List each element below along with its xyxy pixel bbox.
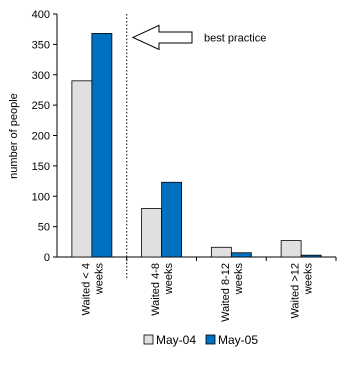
y-tick-label: 200 (32, 131, 50, 143)
bar-may-04-2 (210, 246, 232, 258)
category-label-1: Waited 4-8 weeks (150, 263, 175, 316)
bar-may-04-3 (280, 240, 302, 258)
category-label-line: Waited 4-8 (150, 263, 162, 316)
legend-label-may-05: May-05 (218, 333, 258, 347)
y-tick-label: 400 (32, 9, 50, 21)
y-tick-label: 300 (32, 70, 50, 82)
y-tick-label: 100 (32, 191, 50, 203)
bar-may-05-0 (91, 33, 113, 258)
category-label-line: weeks (233, 263, 245, 296)
y-tick-label: 0 (44, 252, 50, 264)
legend: May-04 May-05 (143, 333, 258, 347)
bar-may-04-0 (71, 80, 93, 258)
legend-swatch-may-05 (205, 334, 216, 345)
category-label-2: Waited 8-12 weeks (220, 263, 245, 322)
annotation-text: best practice (204, 32, 266, 44)
y-tick-label: 350 (32, 39, 50, 51)
category-label-line: weeks (93, 263, 105, 296)
legend-label-may-04: May-04 (156, 333, 196, 347)
category-label-line: Waited >12 (290, 263, 302, 319)
category-label-line: Waited 8-12 (220, 263, 232, 322)
y-tick-label: 50 (38, 222, 50, 234)
bar-may-05-2 (230, 252, 252, 258)
bar-may-04-1 (141, 207, 163, 258)
y-tick-label: 250 (32, 100, 50, 112)
legend-swatch-may-04 (143, 334, 154, 345)
annotation-arrow (131, 24, 193, 51)
y-axis-title: number of people (8, 93, 20, 179)
y-tick-label: 150 (32, 161, 50, 173)
category-label-line: Waited < 4 (80, 263, 92, 315)
category-label-3: Waited >12 weeks (290, 263, 315, 319)
category-label-line: weeks (163, 263, 175, 296)
category-label-line: weeks (303, 263, 315, 296)
category-label-0: Waited < 4 weeks (80, 263, 105, 316)
bar-may-05-3 (300, 254, 322, 258)
bar-may-05-1 (161, 181, 183, 258)
